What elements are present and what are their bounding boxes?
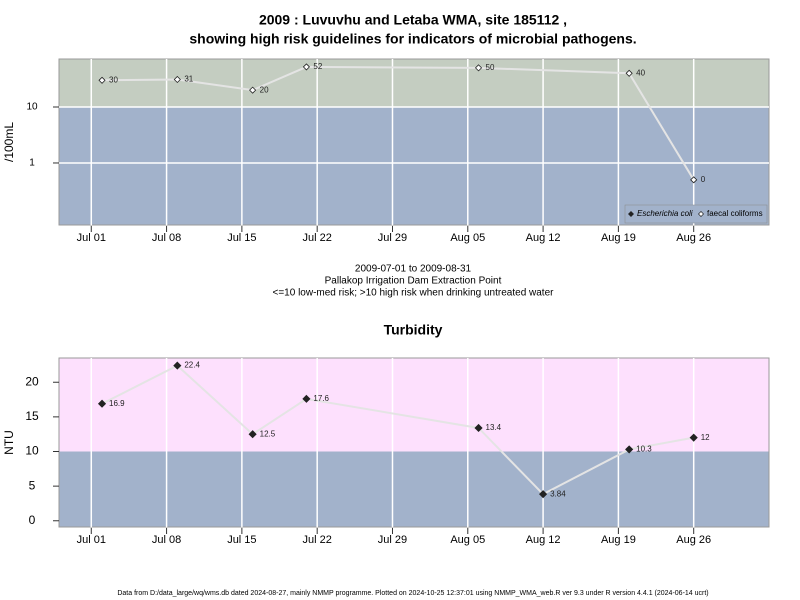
note: <=10 low-med risk; >10 high risk when dr… xyxy=(273,288,555,299)
footer: Data from D:/data_large/wq/wms.db dated … xyxy=(117,590,708,597)
plot-frame xyxy=(58,58,770,226)
x-tick-label: Aug 12 xyxy=(526,232,561,244)
data-point xyxy=(302,63,310,71)
value-label: 50 xyxy=(486,63,495,72)
x-tick-label: Aug 26 xyxy=(676,534,711,546)
x-tick-label: Jul 22 xyxy=(303,232,332,244)
x-tick-label: Aug 26 xyxy=(676,232,711,244)
data-point xyxy=(625,445,634,454)
high-risk-band xyxy=(59,59,769,107)
x-tick-label: Jul 22 xyxy=(303,534,332,546)
value-label: 31 xyxy=(184,75,193,84)
series-line xyxy=(101,364,694,496)
x-tick-label: Aug 12 xyxy=(526,534,561,546)
value-label: 30 xyxy=(109,75,118,84)
y-axis-label: NTU xyxy=(2,430,16,455)
value-label: 12 xyxy=(701,433,710,442)
data-point xyxy=(474,64,483,72)
x-tick-label: Jul 15 xyxy=(227,534,256,546)
data-point xyxy=(97,399,107,408)
y-tick-label: 15 xyxy=(25,409,39,423)
title-line: showing high risk guidelines for indicat… xyxy=(189,31,636,47)
data-point xyxy=(249,86,257,94)
legend-marker xyxy=(628,211,634,217)
x-tick-label: Jul 29 xyxy=(378,232,407,244)
x-tick-label: Jul 15 xyxy=(227,232,256,244)
x-tick-label: Jul 08 xyxy=(152,534,181,546)
data-point xyxy=(248,430,257,439)
x-tick-label: Aug 05 xyxy=(450,534,485,546)
y-axis-label: /100mL xyxy=(2,122,16,162)
y-tick-label: 10 xyxy=(25,444,39,458)
value-label: 12.5 xyxy=(260,429,276,438)
x-tick-label: Jul 01 xyxy=(77,534,106,546)
low-risk-band xyxy=(59,451,769,527)
x-tick-label: Jul 29 xyxy=(378,534,407,546)
data-point xyxy=(690,176,698,184)
title-line: 2009 : Luvuvhu and Letaba WMA, site 1851… xyxy=(259,12,567,28)
x-tick-label: Jul 01 xyxy=(77,232,106,244)
data-point xyxy=(98,76,106,84)
x-tick-label: Aug 19 xyxy=(601,232,636,244)
x-tick-label: Aug 19 xyxy=(601,534,636,546)
data-point xyxy=(173,75,181,84)
note: 2009-07-01 to 2009-08-31 xyxy=(355,264,472,275)
value-label: 17.6 xyxy=(313,394,329,403)
value-label: 40 xyxy=(636,68,645,77)
data-point xyxy=(474,423,483,433)
data-point xyxy=(539,490,548,499)
value-label: 3.84 xyxy=(550,489,566,498)
high-risk-band xyxy=(59,358,769,452)
value-label: 52 xyxy=(313,62,322,71)
legend-label: Escherichia coli xyxy=(637,209,693,218)
data-point xyxy=(173,361,182,370)
value-label: 22.4 xyxy=(184,361,200,370)
note: Pallakop Irrigation Dam Extraction Point xyxy=(325,276,502,287)
data-point xyxy=(689,433,698,442)
legend-marker xyxy=(698,211,704,217)
data-point xyxy=(302,394,311,403)
y-tick-label: 0 xyxy=(29,513,36,527)
x-tick-label: Jul 08 xyxy=(152,232,181,244)
value-label: 0 xyxy=(701,175,706,184)
legend-label: faecal coliforms xyxy=(707,209,763,218)
x-tick-label: Aug 05 xyxy=(450,232,485,244)
chart-title: Turbidity xyxy=(384,322,443,338)
y-tick-label: 1 xyxy=(29,158,35,169)
value-label: 16.9 xyxy=(109,399,125,408)
y-tick-label: 10 xyxy=(26,102,38,113)
plot-frame xyxy=(58,357,770,528)
value-label: 20 xyxy=(260,85,269,94)
data-point xyxy=(625,69,633,77)
legend-box xyxy=(624,204,768,224)
y-tick-label: 20 xyxy=(25,374,39,388)
y-tick-label: 5 xyxy=(29,478,36,492)
value-label: 13.4 xyxy=(486,423,502,432)
value-label: 10.3 xyxy=(636,445,652,454)
